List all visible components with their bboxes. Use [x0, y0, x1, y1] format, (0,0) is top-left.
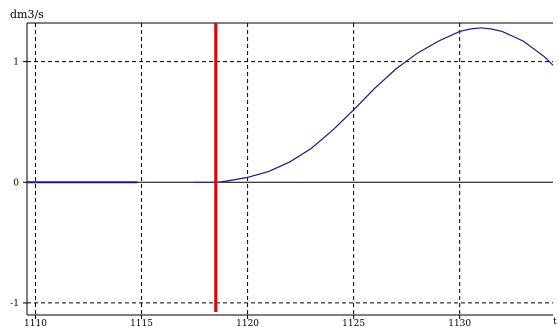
y-tick-label: 1: [13, 58, 19, 68]
y-axis-label: dm3/s: [10, 8, 44, 21]
x-tick-label: 1115: [130, 319, 153, 327]
tick-labels: dm3/s t 1110 1115 1120 1125 1130 -1 0 1: [10, 8, 557, 327]
x-tick-label: 1110: [24, 319, 47, 327]
x-axis-label: t: [553, 317, 557, 327]
y-tick-label: 0: [13, 178, 19, 188]
x-tick-label: 1120: [236, 319, 259, 327]
y-tick-label: -1: [10, 299, 19, 309]
x-tick-label: 1125: [342, 319, 365, 327]
x-tick-label: 1130: [448, 319, 471, 327]
grid-lines: [27, 23, 553, 315]
series-lines: [27, 27, 554, 184]
series-line-2: [194, 27, 554, 183]
axes: [23, 22, 553, 319]
